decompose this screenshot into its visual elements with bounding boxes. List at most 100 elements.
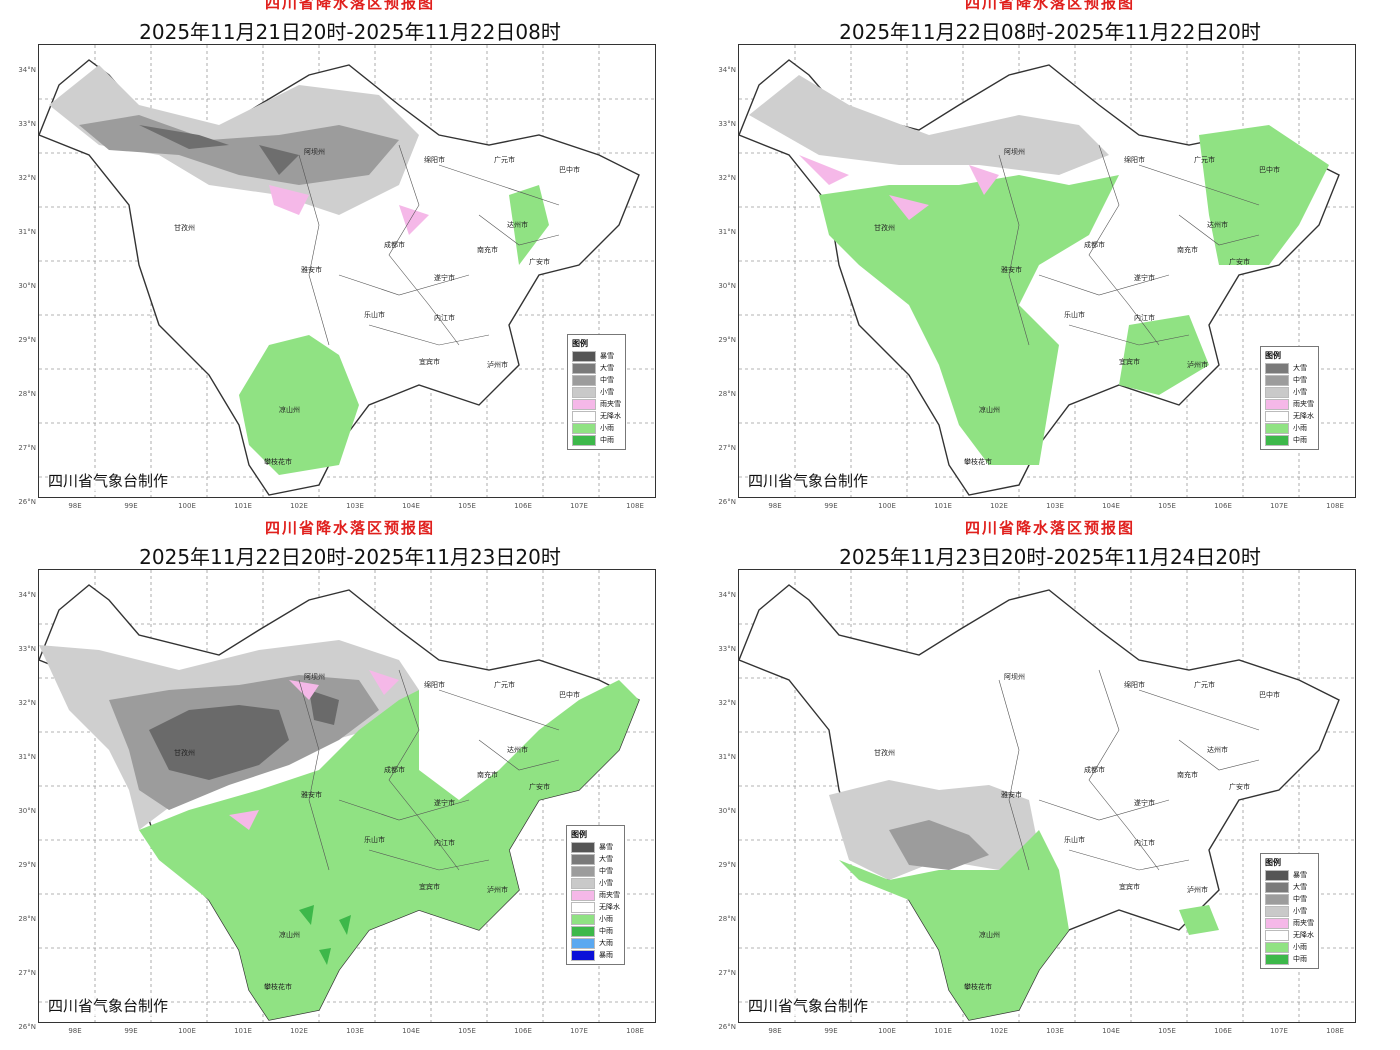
legend-label: 雨夹雪 [1293, 399, 1314, 408]
city-label-guangyuan: 广元市 [494, 681, 515, 689]
city-label-nanchong: 南充市 [477, 771, 498, 779]
time-range-title: 2025年11月22日20时-2025年11月23日20时 [139, 545, 561, 569]
city-label-mianyang: 绵阳市 [424, 156, 445, 164]
city-label-yibin: 宜宾市 [419, 883, 440, 891]
rain-area [139, 680, 639, 1020]
city-label-dazhou: 达州市 [507, 746, 528, 754]
legend-swatch [1265, 941, 1289, 953]
longitude-tick-label: 107E [1270, 1027, 1288, 1035]
longitude-tick-label: 102E [990, 1027, 1008, 1035]
legend-item: 大雪 [571, 853, 620, 865]
legend-item: 小雪 [1265, 905, 1314, 917]
legend-item: 雨夹雪 [572, 398, 621, 410]
city-label-ganzi: 甘孜州 [874, 224, 895, 232]
city-label-guang-an: 广安市 [529, 258, 550, 266]
longitude-tick-label: 108E [1326, 502, 1344, 510]
latitude-tick-label: 31°N [718, 228, 736, 236]
city-label-dazhou: 达州市 [1207, 221, 1228, 229]
longitude-tick-label: 107E [1270, 502, 1288, 510]
city-label-liangshan: 凉山州 [279, 406, 300, 414]
city-label-luzhou: 泸州市 [487, 886, 508, 894]
credit-text: 四川省气象台制作 [48, 995, 169, 1016]
legend-item: 中雪 [1265, 893, 1314, 905]
longitude-tick-label: 104E [1102, 1027, 1120, 1035]
legend-swatch [572, 434, 596, 446]
longitude-tick-label: 101E [934, 502, 952, 510]
city-label-aba: 阿坝州 [1004, 148, 1025, 156]
latitude-tick-label: 34°N [18, 66, 36, 74]
legend-label: 小雪 [599, 878, 613, 887]
latitude-tick-label: 32°N [18, 699, 36, 707]
longitude-tick-label: 99E [824, 1027, 838, 1035]
legend-item: 中雪 [572, 374, 621, 386]
city-label-panzhihua: 攀枝花市 [964, 983, 992, 991]
longitude-tick-label: 105E [1158, 502, 1176, 510]
legend-swatch [1265, 929, 1289, 941]
city-label-neijiang: 内江市 [1134, 314, 1155, 322]
heavy-snow-area [139, 125, 299, 175]
longitude-tick-label: 108E [626, 1027, 644, 1035]
legend-label: 中雨 [599, 926, 613, 935]
latitude-tick-label: 27°N [18, 969, 36, 977]
legend-label: 雨夹雪 [599, 890, 620, 899]
longitude-tick-label: 100E [178, 502, 196, 510]
map-title: 四川省降水落区预报图 [964, 0, 1135, 10]
credit-text: 四川省气象台制作 [48, 470, 169, 491]
legend-swatch [572, 410, 596, 422]
legend-item: 无降水 [1265, 410, 1314, 422]
longitude-tick-label: 99E [824, 502, 838, 510]
forecast-panel-2: 四川省降水落区预报图 2025年11月22日08时-2025年11月22日20时 [700, 0, 1400, 525]
legend-swatch [1265, 398, 1289, 410]
legend-label: 大雨 [599, 938, 613, 947]
legend-item: 中雪 [571, 865, 620, 877]
city-label-mianyang: 绵阳市 [1124, 156, 1145, 164]
legend: 图例 暴雪 大雪 中雪 小雪 雨夹雪 无降水 小雨 中雨 [1260, 853, 1319, 969]
forecast-panel-4: 四川省降水落区预报图 2025年11月23日20时-2025年11月24日20时 [700, 519, 1400, 1050]
city-label-panzhihua: 攀枝花市 [264, 458, 292, 466]
legend-label: 无降水 [600, 411, 621, 420]
longitude-tick-label: 103E [1046, 502, 1064, 510]
legend-label: 大雪 [1293, 882, 1307, 891]
city-label-liangshan: 凉山州 [979, 406, 1000, 414]
admin-boundaries [998, 669, 1260, 871]
longitude-tick-label: 106E [514, 1027, 532, 1035]
legend-swatch [1265, 386, 1289, 398]
legend-swatch [572, 422, 596, 434]
latitude-tick-label: 27°N [718, 444, 736, 452]
legend-swatch [571, 949, 595, 961]
city-label-ya-an: 雅安市 [301, 266, 322, 274]
city-label-bazhong: 巴中市 [1259, 166, 1280, 174]
longitude-tick-label: 106E [514, 502, 532, 510]
legend-item: 大雪 [1265, 881, 1314, 893]
legend-label: 小雪 [1293, 906, 1307, 915]
city-label-chengdu: 成都市 [1084, 766, 1105, 774]
time-range-title: 2025年11月22日08时-2025年11月22日20时 [839, 20, 1261, 44]
legend-title: 图例 [1265, 351, 1281, 360]
map-frame: 甘孜州 阿坝州 绵阳市 广元市 巴中市 达州市 成都市 雅安市 乐山市 凉山州 … [38, 44, 656, 498]
legend-swatch [571, 841, 595, 853]
city-label-neijiang: 内江市 [434, 314, 455, 322]
city-label-neijiang: 内江市 [1134, 839, 1155, 847]
latitude-tick-label: 30°N [718, 282, 736, 290]
longitude-tick-label: 104E [1102, 502, 1120, 510]
longitude-tick-label: 106E [1214, 502, 1232, 510]
legend-swatch [571, 889, 595, 901]
city-label-dazhou: 达州市 [507, 221, 528, 229]
legend-item: 中雪 [1265, 374, 1314, 386]
city-label-panzhihua: 攀枝花市 [264, 983, 292, 991]
legend-item: 小雪 [572, 386, 621, 398]
map-frame: 甘孜州 阿坝州 绵阳市 广元市 巴中市 达州市 成都市 雅安市 乐山市 凉山州 … [738, 569, 1356, 1023]
legend-label: 大雪 [599, 854, 613, 863]
longitude-tick-label: 108E [1326, 1027, 1344, 1035]
latitude-tick-label: 28°N [18, 390, 36, 398]
forecast-panel-1: 四川省降水落区预报图 2025年11月21日20时-2025年11月22日08时 [0, 0, 700, 525]
longitude-tick-label: 105E [1158, 1027, 1176, 1035]
city-label-guang-an: 广安市 [1229, 258, 1250, 266]
latitude-tick-label: 34°N [18, 591, 36, 599]
longitude-tick-label: 107E [570, 1027, 588, 1035]
longitude-tick-label: 102E [290, 502, 308, 510]
city-label-suining: 遂宁市 [434, 799, 455, 807]
legend-item: 大雨 [571, 937, 620, 949]
map-title: 四川省降水落区预报图 [264, 0, 435, 10]
legend-item: 雨夹雪 [1265, 917, 1314, 929]
